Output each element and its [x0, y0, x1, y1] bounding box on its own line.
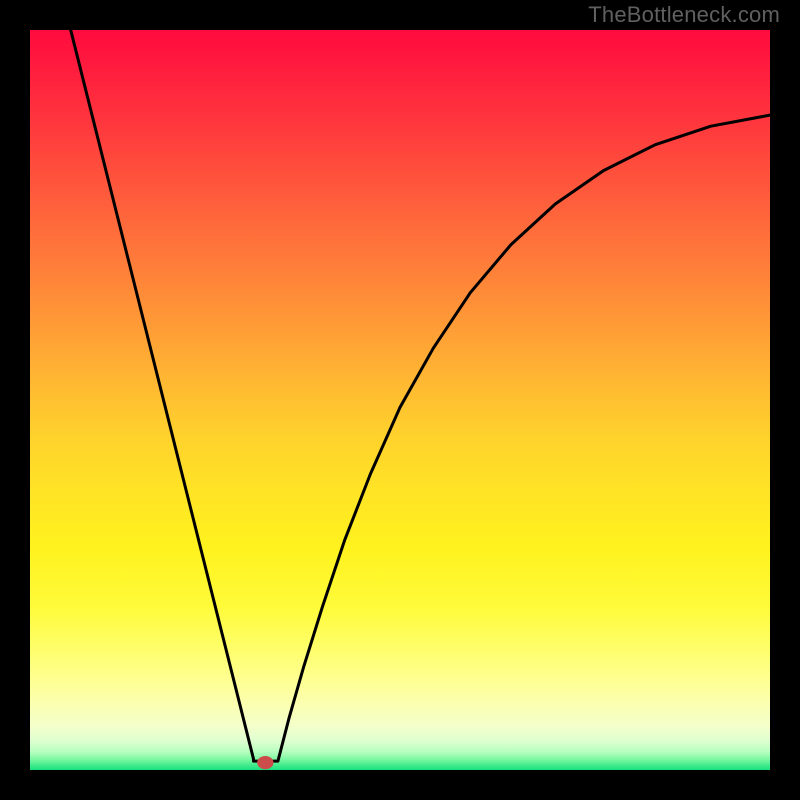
- chart-container: TheBottleneck.com: [0, 0, 800, 800]
- watermark-text: TheBottleneck.com: [588, 2, 780, 28]
- bottleneck-chart: [0, 0, 800, 800]
